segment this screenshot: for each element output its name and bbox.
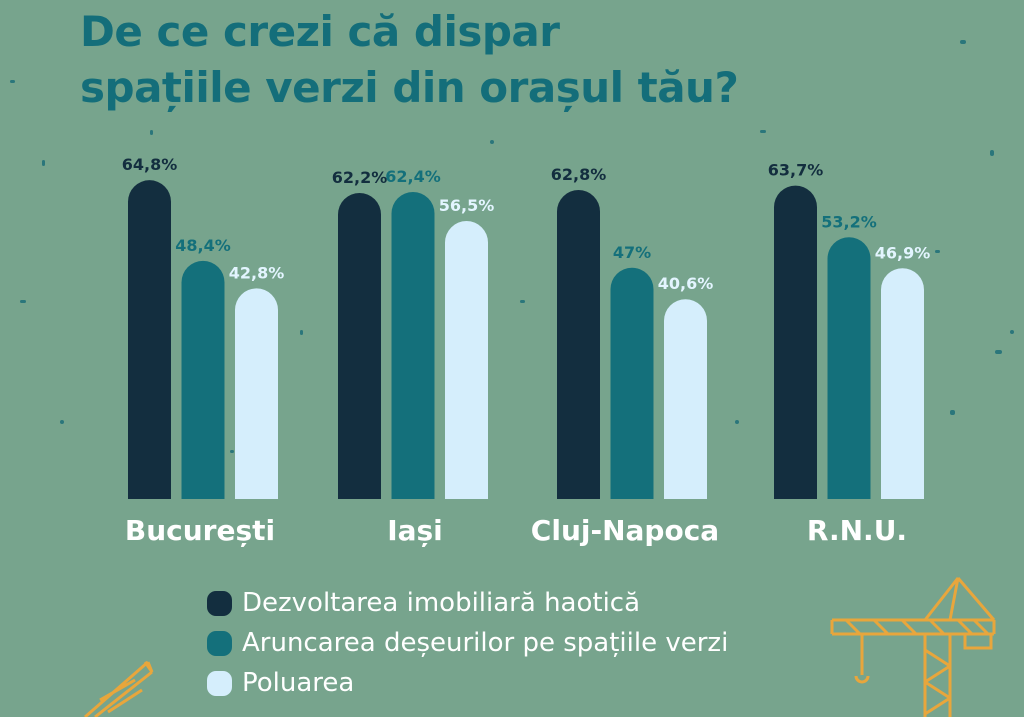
value-label-bucure-ti-series-1: 64,8% [122, 155, 178, 174]
texture-speck [150, 130, 153, 135]
texture-speck [490, 140, 494, 144]
bar-cluj-napoca-series-2 [610, 267, 654, 499]
value-label-r-n-u--series-3: 46,9% [875, 243, 931, 262]
value-label-bucure-ti-series-2: 48,4% [175, 236, 231, 255]
texture-speck [300, 330, 303, 335]
bar-ia-i-series-1 [338, 192, 381, 499]
bar-r-n-u--series-1 [774, 185, 817, 499]
chart-title-line-1: De ce crezi că dispar [80, 7, 560, 56]
texture-speck [760, 130, 766, 133]
category-label-ia-i: Iași [387, 514, 443, 547]
value-label-r-n-u--series-1: 63,7% [768, 161, 824, 180]
crane-left-icon [84, 660, 154, 717]
legend: Dezvoltarea imobiliară haotică Aruncarea… [207, 583, 728, 703]
texture-speck [10, 80, 15, 83]
value-label-cluj-napoca-series-3: 40,6% [658, 274, 714, 293]
texture-speck [520, 300, 525, 303]
legend-swatch-dezvoltare [207, 590, 232, 616]
legend-label-aruncarea: Aruncarea deșeurilor pe spațiile verzi [242, 628, 729, 658]
category-label-r-n-u-: R.N.U. [807, 514, 907, 547]
texture-speck [960, 40, 966, 44]
bar-cluj-napoca-series-1 [557, 190, 600, 500]
value-label-r-n-u--series-2: 53,2% [821, 212, 877, 231]
bar-r-n-u--series-3 [881, 268, 924, 499]
texture-speck [1010, 330, 1014, 334]
value-label-cluj-napoca-series-2: 47% [613, 243, 651, 262]
legend-label-dezvoltare: Dezvoltarea imobiliară haotică [242, 588, 641, 618]
legend-item-poluarea: Poluarea [207, 663, 728, 703]
category-label-cluj-napoca: Cluj-Napoca [531, 514, 719, 547]
legend-swatch-poluarea [207, 670, 232, 696]
bar-cluj-napoca-series-3 [664, 299, 707, 499]
legend-swatch-aruncarea [207, 630, 232, 656]
bar-ia-i-series-2 [391, 191, 435, 500]
value-label-ia-i-series-3: 56,5% [439, 196, 495, 215]
chart-title-line-2: spațiile verzi din orașul tău? [80, 63, 739, 112]
bar-ia-i-series-3 [445, 221, 488, 499]
texture-speck [230, 450, 234, 453]
texture-speck [935, 250, 940, 253]
crane-right-icon [830, 577, 996, 717]
legend-label-poluarea: Poluarea [242, 668, 355, 698]
texture-speck [60, 420, 64, 424]
texture-speck [735, 420, 739, 424]
legend-item-dezvoltare: Dezvoltarea imobiliară haotică [207, 583, 728, 623]
bar-r-n-u--series-2 [827, 237, 871, 500]
bar-bucure-ti-series-2 [181, 260, 225, 499]
texture-speck [990, 150, 994, 156]
texture-speck [995, 350, 1002, 354]
chart-title: De ce crezi că dispar spațiile verzi din… [80, 4, 739, 116]
texture-speck [20, 300, 26, 303]
legend-item-aruncarea: Aruncarea deșeurilor pe spațiile verzi [207, 623, 728, 663]
value-label-ia-i-series-1: 62,2% [332, 168, 388, 187]
value-label-ia-i-series-2: 62,4% [385, 167, 441, 186]
texture-speck [950, 410, 955, 415]
category-label-bucure-ti: București [125, 514, 275, 547]
bar-bucure-ti-series-3 [235, 288, 278, 499]
texture-speck [42, 160, 45, 166]
value-label-cluj-napoca-series-1: 62,8% [551, 165, 607, 184]
value-label-bucure-ti-series-3: 42,8% [229, 263, 285, 282]
bar-bucure-ti-series-1 [128, 180, 171, 499]
